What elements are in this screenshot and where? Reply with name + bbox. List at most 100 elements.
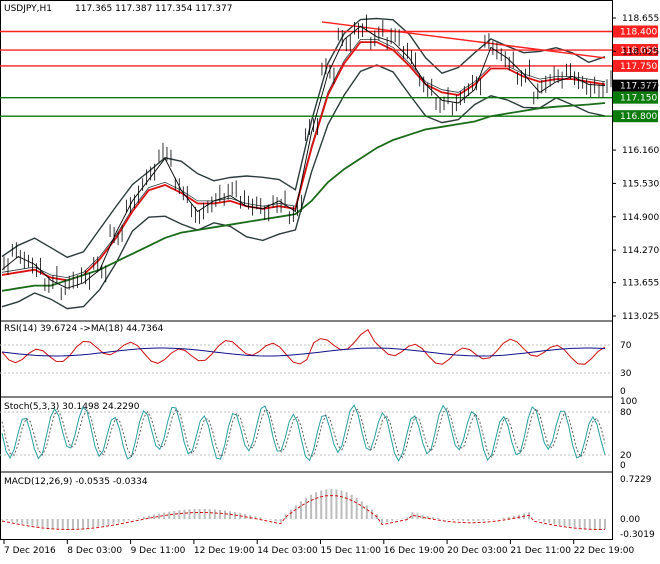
macd-histogram-bar <box>386 519 389 523</box>
macd-histogram-bar <box>502 517 505 519</box>
macd-histogram-bar <box>264 518 267 520</box>
macd-histogram-bar <box>553 519 556 524</box>
macd-histogram-bar <box>533 519 536 520</box>
time-tick-label: 9 Dec 11:00 <box>131 546 186 556</box>
level-tag-label: 117.150 <box>620 94 657 104</box>
macd-histogram-bar <box>538 519 541 521</box>
level-tag-support <box>613 91 658 104</box>
macd-histogram-bar <box>421 514 424 519</box>
macd-histogram-bar <box>588 519 591 529</box>
macd-histogram-bar <box>497 518 500 520</box>
rsi-tick-70: 70 <box>620 341 632 351</box>
stoch-signal-line <box>1 407 606 459</box>
macd-histogram-bar <box>593 519 596 529</box>
macd-histogram-bar <box>289 509 292 519</box>
macd-histogram-bar <box>381 519 384 524</box>
macd-histogram-bar <box>451 519 454 521</box>
macd-histogram-bar <box>26 519 29 525</box>
rsi-ma-line <box>1 347 606 357</box>
macd-histogram-bar <box>340 490 343 519</box>
macd-histogram-bar <box>269 519 272 520</box>
macd-histogram-bar <box>345 492 348 519</box>
macd-histogram-bar <box>56 519 59 529</box>
macd-tick-min: -0.3019 <box>620 530 655 540</box>
macd-histogram-bar <box>21 519 24 524</box>
ma-slow-line <box>1 102 606 292</box>
time-tick-label: 21 Dec 11:00 <box>510 546 571 556</box>
time-tick-label: 20 Dec 03:00 <box>447 546 508 556</box>
stoch-tick-100: 100 <box>620 397 637 407</box>
level-tag-resistance <box>613 44 658 57</box>
rsi-panel[interactable]: RSI(14) 39.6724 ->MA(18) 44.7364 70 30 0 <box>0 324 632 397</box>
macd-histogram-bar <box>61 519 64 529</box>
price-tick-label: 117.395 <box>622 81 659 91</box>
macd-histogram-bar <box>183 509 186 519</box>
macd-histogram-bar <box>213 509 216 519</box>
level-tag-resistance <box>613 59 658 72</box>
macd-histogram-bar <box>335 489 338 519</box>
macd-histogram-bar <box>198 509 201 519</box>
price-axis: 118.655 118.025 117.395 116.160 115.530 114.9… <box>612 14 659 322</box>
macd-histogram-bar <box>573 519 576 528</box>
macd-histogram-bar <box>77 519 80 529</box>
macd-histogram-bar <box>158 513 161 519</box>
macd-histogram-bar <box>132 519 135 520</box>
macd-histogram-bar <box>406 517 409 519</box>
level-tag-support <box>613 110 658 123</box>
macd-panel[interactable]: MACD(12,26,9) -0.0535 -0.0334 0.7229 0.0… <box>1 475 655 540</box>
level-tag-label: 116.800 <box>620 112 657 122</box>
price-tick-label: 113.025 <box>622 312 659 322</box>
ohlc-values: 117.365 117.387 117.354 117.377 <box>75 4 232 14</box>
price-close-line <box>1 25 606 289</box>
price-tick-label: 118.025 <box>622 47 659 57</box>
level-tag-label: 118.050 <box>620 46 657 56</box>
macd-histogram-bar <box>168 511 171 519</box>
macd-histogram-bar <box>355 497 358 519</box>
macd-histogram-bar <box>391 519 394 521</box>
macd-histogram-bar <box>208 509 211 519</box>
price-tick-label: 115.530 <box>622 179 659 189</box>
rsi-tick-0: 0 <box>620 387 626 397</box>
macd-histogram-bar <box>411 512 414 519</box>
macd-histogram-bar <box>127 519 130 521</box>
macd-histogram-bar <box>462 519 465 521</box>
ma-fast-line <box>1 41 606 282</box>
macd-histogram-bar <box>1 519 3 520</box>
macd-histogram-bar <box>477 519 480 521</box>
macd-histogram-bar <box>294 505 297 519</box>
macd-histogram-bar <box>431 516 434 519</box>
macd-histogram-bar <box>578 519 581 528</box>
stoch-label: Stoch(5,3,3) 30.1498 24.2290 <box>4 402 140 412</box>
macd-histogram-bar <box>137 518 140 519</box>
macd-histogram-bar <box>446 519 449 520</box>
macd-histogram-bar <box>6 519 9 521</box>
level-tag-label: 117.750 <box>620 62 657 72</box>
macd-histogram-bar <box>254 516 257 519</box>
level-tag-current <box>613 79 658 92</box>
level-tag-label: 118.400 <box>620 27 657 37</box>
time-tick-label: 22 Dec 19:00 <box>574 546 635 556</box>
macd-histogram-bar <box>193 509 196 519</box>
macd-histogram-bar <box>472 519 475 521</box>
macd-histogram-bar <box>604 519 606 529</box>
price-panel[interactable]: 118.400 118.050 117.750 117.377 117.150 116.8… <box>0 14 658 310</box>
macd-histogram-bar <box>259 517 262 519</box>
macd-histogram-bar <box>41 519 44 528</box>
macd-histogram-bar <box>92 519 95 528</box>
macd-tick-max: 0.7229 <box>620 475 652 485</box>
stoch-tick-0: 0 <box>620 461 626 471</box>
macd-histogram-bar <box>31 519 34 526</box>
macd-histogram-bar <box>310 494 313 519</box>
stoch-tick-80: 80 <box>620 408 632 418</box>
level-tag-resistance <box>613 25 658 38</box>
macd-histogram-bar <box>548 519 551 523</box>
macd-histogram-bar <box>249 515 252 519</box>
price-tick-label: 113.655 <box>622 279 659 289</box>
stoch-panel[interactable]: Stoch(5,3,3) 30.1498 24.2290 100 80 20 0 <box>0 397 637 471</box>
macd-histogram-bar <box>112 519 115 524</box>
rsi-tick-30: 30 <box>620 369 632 379</box>
stoch-main-line <box>1 404 606 462</box>
macd-histogram-bar <box>71 519 74 529</box>
time-tick-label: 12 Dec 19:00 <box>194 546 255 556</box>
